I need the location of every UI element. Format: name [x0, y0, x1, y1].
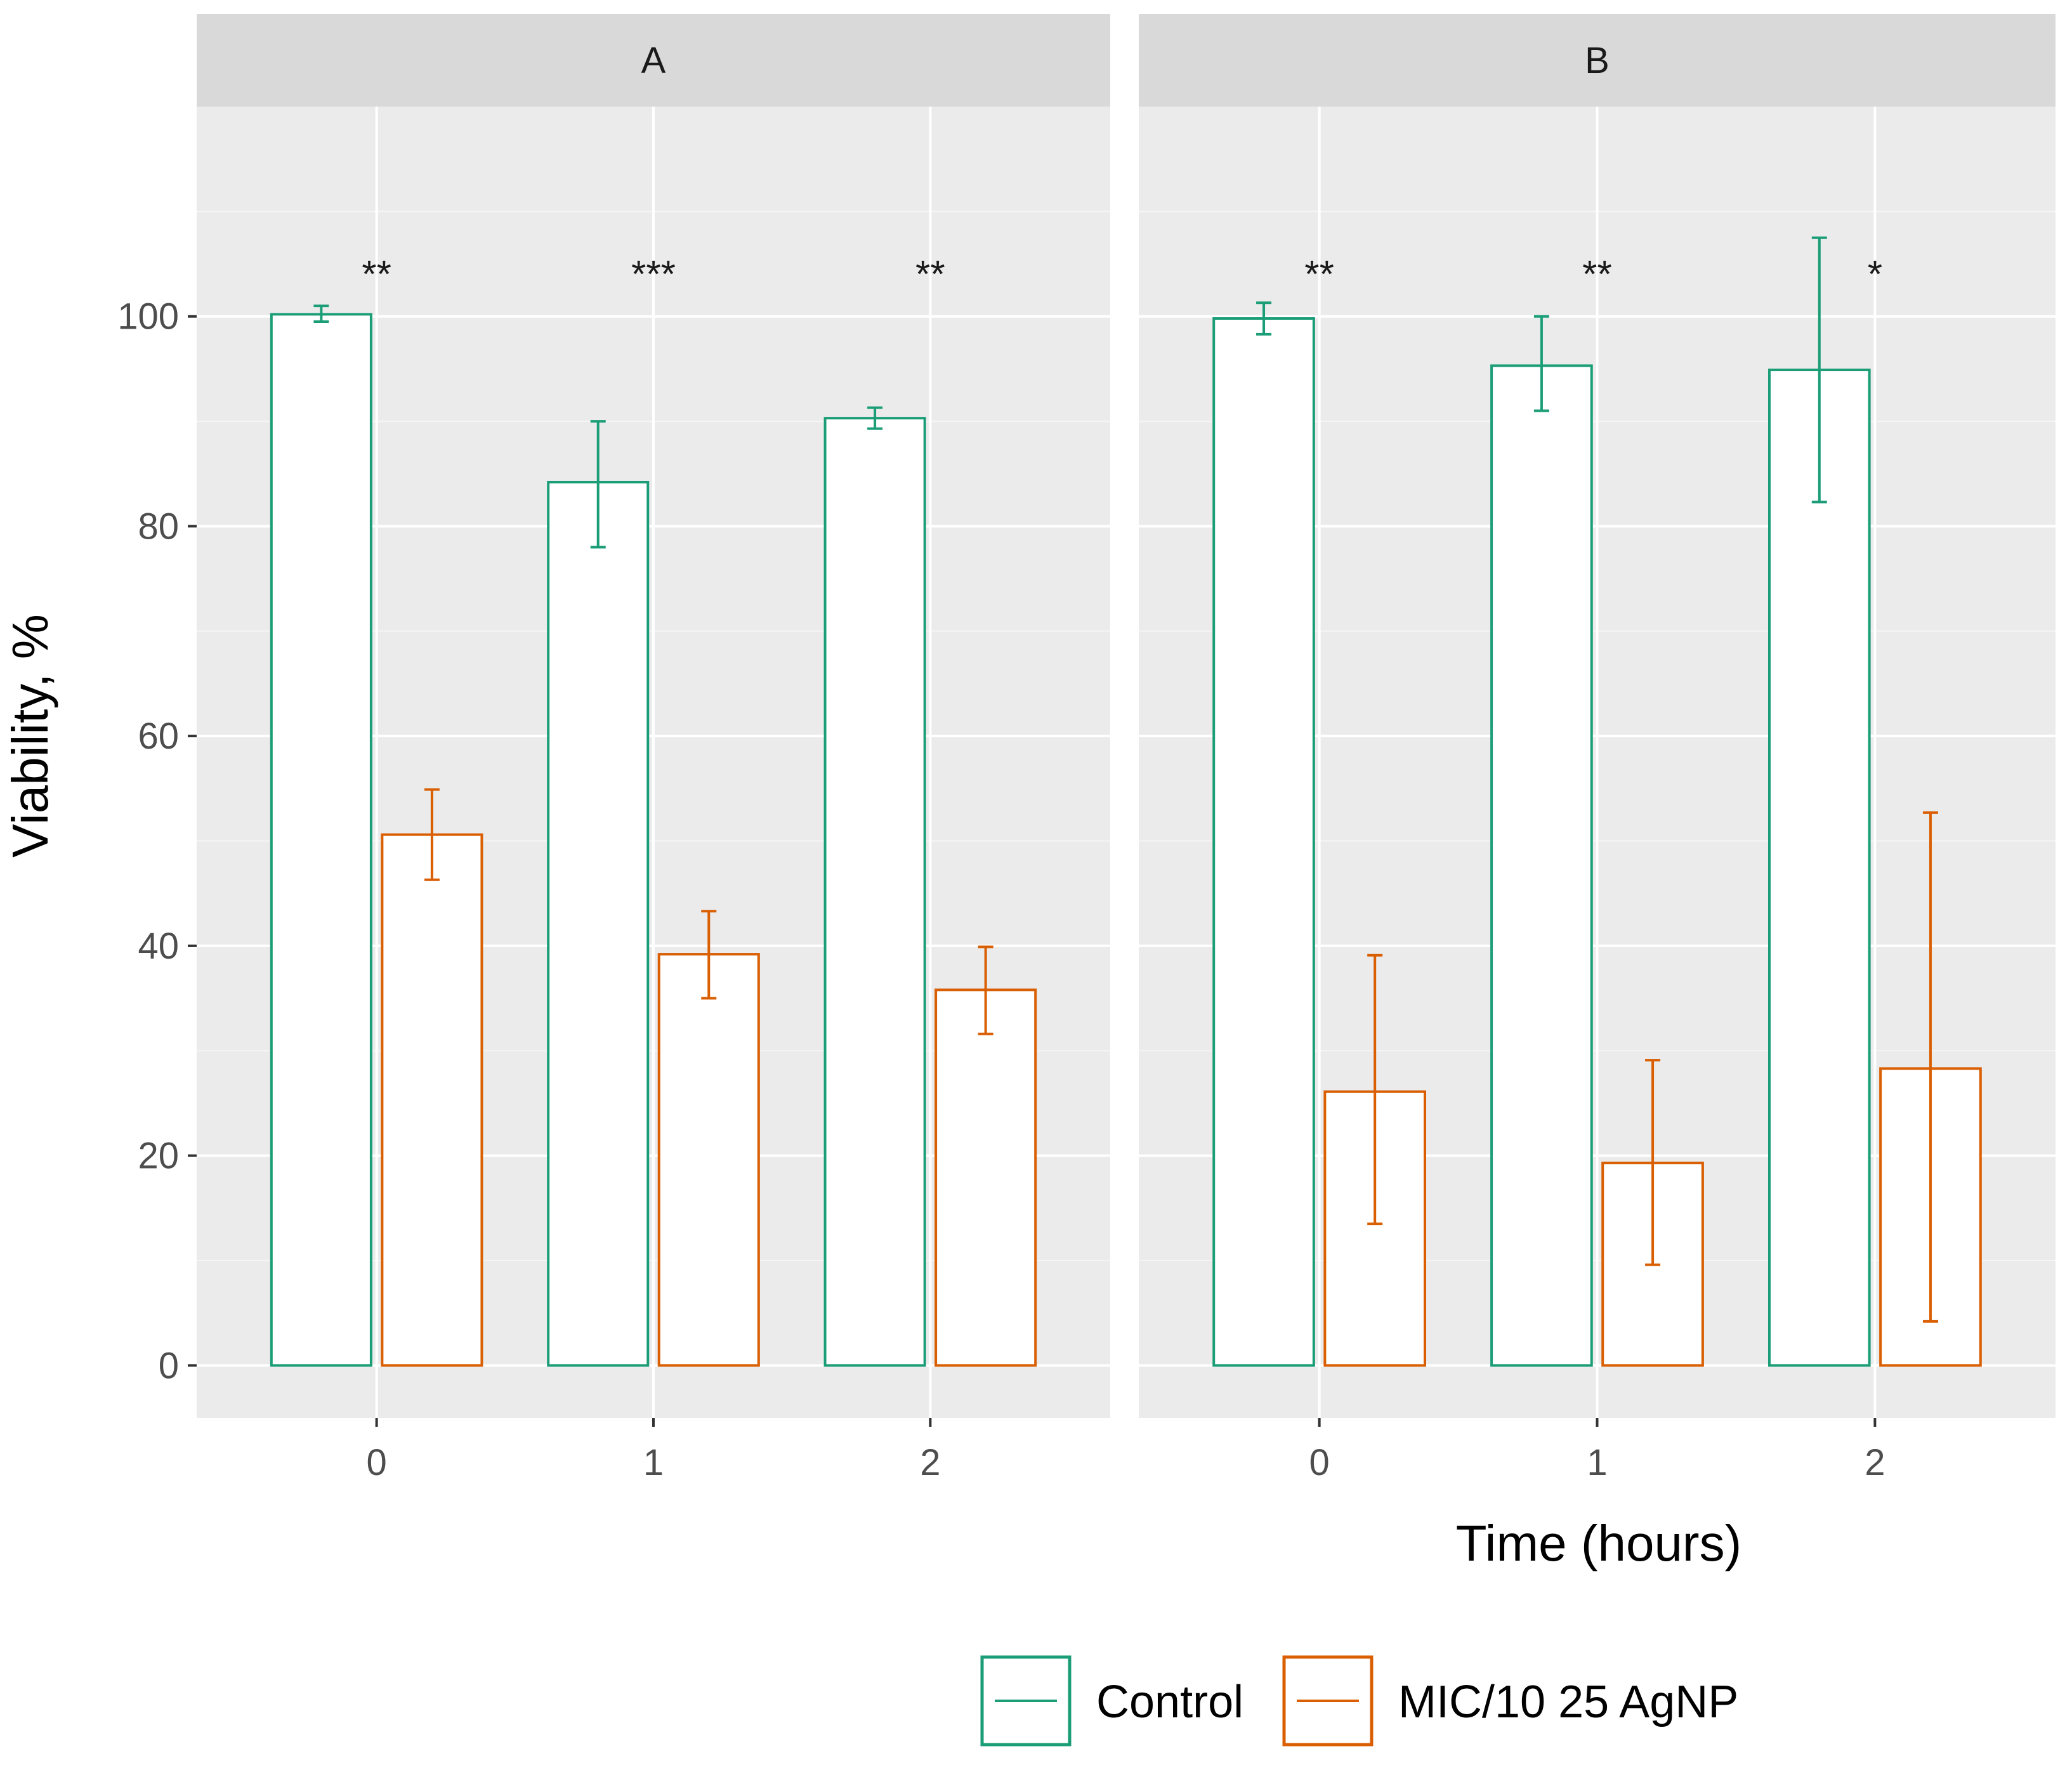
y-tick-label: 0	[159, 1345, 179, 1386]
bar-control	[547, 480, 650, 1367]
y-tick-label: 100	[117, 296, 179, 338]
significance-label: **	[1304, 253, 1334, 296]
y-tick-label: 40	[138, 926, 179, 967]
panel-b: B** ** *	[1139, 14, 2056, 1418]
panel-strip	[197, 14, 1110, 107]
bar-control	[1490, 364, 1593, 1367]
panel-strip-label: A	[641, 40, 666, 81]
x-tick-label: 0	[1309, 1442, 1329, 1483]
significance-label: **	[915, 253, 945, 296]
y-axis: 0 20 40 60 80 100	[117, 296, 197, 1386]
significance-label: **	[1582, 253, 1612, 296]
y-tick-label: 80	[138, 506, 179, 547]
bar-control	[1767, 369, 1871, 1367]
x-axis: 0 1 2 0 1 2	[367, 1418, 1885, 1483]
panel-strip	[1139, 14, 2056, 107]
panel-a: A** *** **	[197, 14, 1110, 1418]
y-axis-title: Viability, %	[2, 614, 58, 858]
bar-agnp	[657, 953, 760, 1367]
bar-control	[1212, 317, 1315, 1367]
significance-label: *	[1868, 253, 1882, 296]
x-tick-label: 1	[1587, 1442, 1607, 1483]
x-tick-label: 1	[643, 1442, 664, 1483]
x-tick-label: 0	[367, 1442, 387, 1483]
bar-agnp	[381, 833, 483, 1367]
panels-group: A** *** **B** ** *	[197, 14, 2056, 1418]
legend-item: MIC/10 25 AgNP	[1282, 1655, 1738, 1747]
bar-agnp	[934, 988, 1037, 1367]
y-tick-label: 60	[138, 716, 179, 757]
x-tick-label: 2	[1865, 1442, 1885, 1483]
significance-label: ***	[631, 253, 676, 296]
y-tick-label: 20	[138, 1136, 179, 1177]
x-tick-label: 2	[920, 1442, 940, 1483]
legend-item: Control	[980, 1655, 1243, 1747]
panel-strip-label: B	[1585, 40, 1610, 81]
legend-label: MIC/10 25 AgNP	[1398, 1677, 1738, 1727]
significance-label: **	[362, 253, 391, 296]
legend: Control MIC/10 25 AgNP	[980, 1655, 1738, 1747]
legend-label: Control	[1096, 1677, 1243, 1727]
x-axis-title: Time (hours)	[1456, 1515, 1741, 1571]
bar-control	[823, 417, 926, 1367]
bar-control	[270, 313, 372, 1367]
